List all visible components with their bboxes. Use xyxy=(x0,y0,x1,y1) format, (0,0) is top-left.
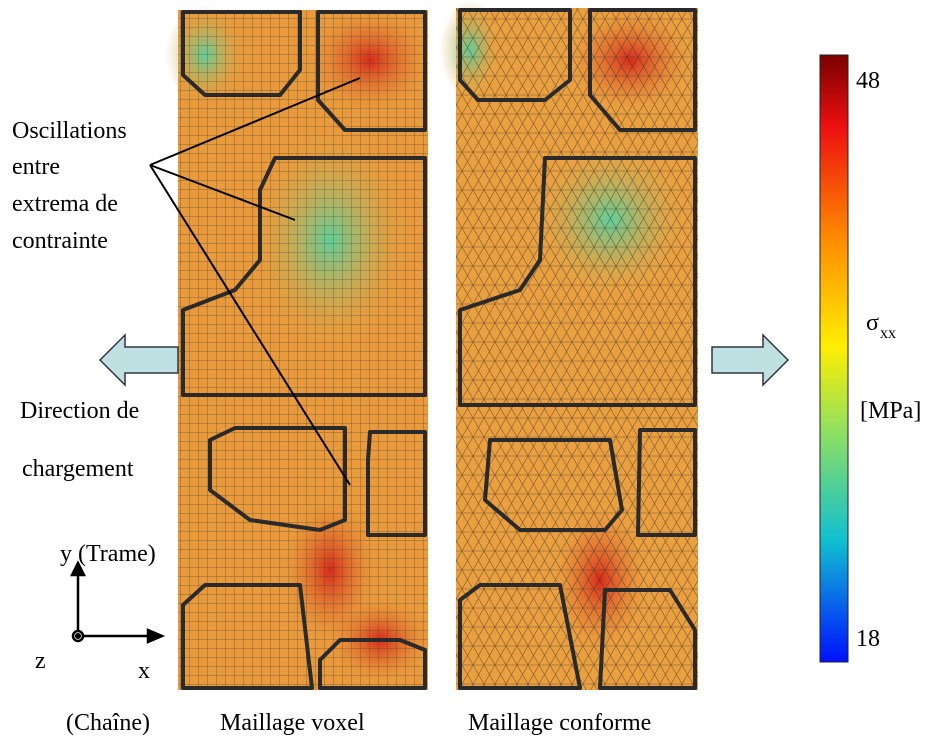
load-arrow-left xyxy=(98,333,179,387)
caption-right: Maillage conforme xyxy=(468,710,651,736)
stress-subscript: xx xyxy=(880,325,896,342)
loading-text: Direction de xyxy=(20,398,139,424)
load-arrow-right xyxy=(711,333,790,387)
colorbar-min: 18 xyxy=(856,626,880,652)
y-axis-label: y (Trame) xyxy=(60,541,156,567)
stress-symbol: σ xyxy=(866,310,879,336)
colorbar xyxy=(819,54,849,663)
caption-left: Maillage voxel xyxy=(220,710,365,736)
colorbar-max: 48 xyxy=(856,68,880,94)
voxel-mesh xyxy=(165,5,430,690)
x-axis-label: x xyxy=(138,658,150,684)
annotation-text: entre xyxy=(12,154,60,180)
annotation-text: contrainte xyxy=(12,228,108,254)
annotation-text: Oscillations xyxy=(12,118,127,144)
z-axis-label: z xyxy=(35,648,46,674)
annotation-text: extrema de xyxy=(12,191,118,217)
annotation-pointers xyxy=(149,77,361,486)
conforming-mesh xyxy=(440,0,698,690)
coordinate-axes xyxy=(69,560,166,644)
loading-text: chargement xyxy=(22,456,134,482)
stress-unit: [MPa] xyxy=(860,398,921,424)
x-axis-note: (Chaîne) xyxy=(66,710,150,736)
